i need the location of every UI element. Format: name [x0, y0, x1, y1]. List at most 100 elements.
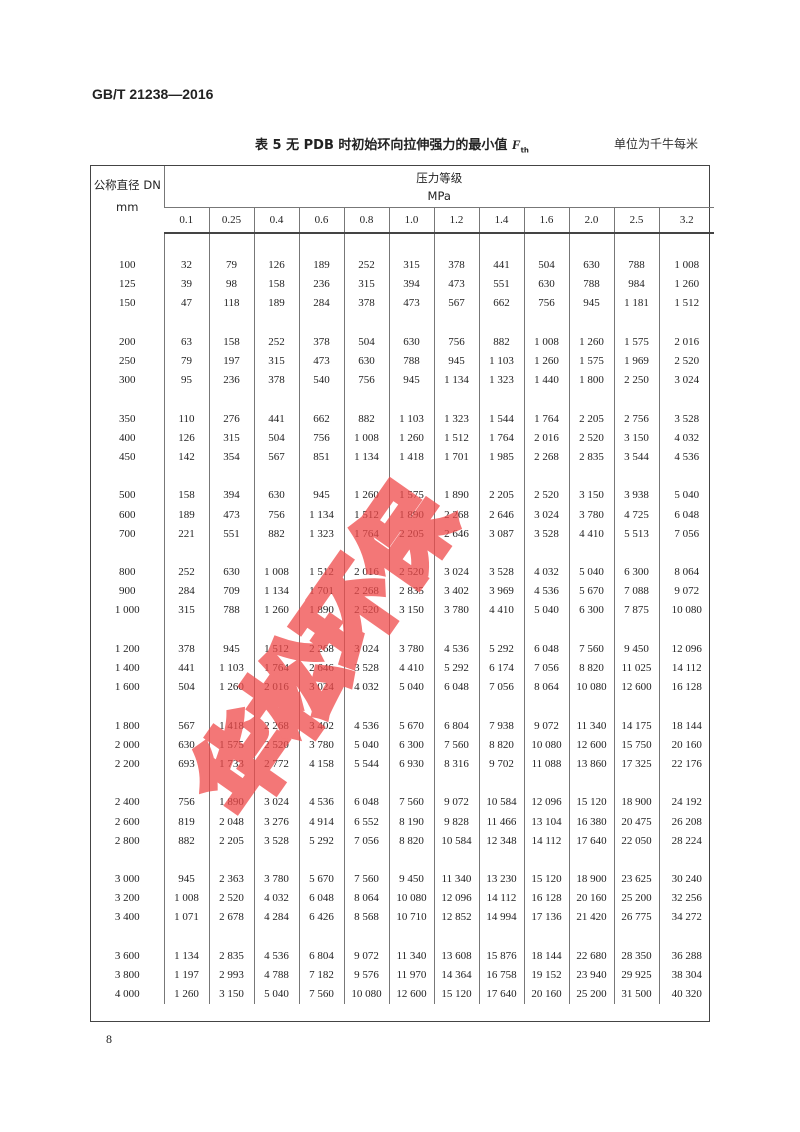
value-cell: 12 600	[613, 678, 659, 698]
value-cell: 5 292	[298, 831, 344, 851]
value-cell: 394	[208, 486, 254, 506]
table-row: 1 400 441 1 103 1 764 2 646 3 528 4 410 5 292 6 …	[91, 658, 714, 679]
value-cell: 9 072	[658, 582, 714, 602]
dn-cell: 2 200	[114, 757, 140, 770]
value-cell: 4 536	[298, 793, 344, 813]
value-cell: 7 056	[658, 524, 714, 544]
value-cell: 11 340	[568, 716, 614, 736]
spacer-cell	[343, 467, 389, 487]
spacer-cell	[568, 774, 614, 794]
value-cell: 22 176	[658, 754, 714, 775]
value-cell: 756	[523, 294, 569, 314]
value-cell: 5 040	[388, 678, 434, 698]
value-cell: 4 032	[253, 889, 299, 909]
value-cell: 2 250	[613, 371, 659, 391]
table-row: 3 400 1 071 2 678 4 284 6 426 8 568 10 710 12 8…	[91, 908, 714, 928]
value-cell: 315	[343, 275, 389, 295]
value-cell: 378	[433, 256, 479, 276]
value-cell: 788	[568, 275, 614, 295]
value-cell: 6 552	[343, 812, 389, 832]
value-cell: 4 410	[478, 601, 524, 621]
value-cell: 38 304	[658, 965, 714, 986]
value-cell: 1 418	[208, 716, 254, 736]
dn-cell: 4 000	[114, 988, 140, 1001]
value-cell: 6 300	[388, 735, 434, 755]
value-cell: 2 835	[208, 946, 254, 966]
table-row: 350 110 276 441 662 882 1 103 1 323 1 544 1 764 2 …	[91, 409, 714, 429]
spacer-cell	[298, 467, 344, 487]
pressure-column-header: 1.6	[523, 207, 569, 234]
pressure-column-header: 1.2	[433, 207, 479, 234]
value-cell: 2 268	[298, 639, 344, 659]
table-row: 2 800 882 2 205 3 528 5 292 7 056 8 820 10 584 1…	[91, 831, 714, 851]
spacer-cell	[163, 927, 209, 947]
dn-cell: 1 000	[114, 604, 140, 617]
table-row: 4 000 1 260 3 150 5 040 7 560 10 080 12 600 15 …	[91, 985, 714, 1005]
dn-cell: 125	[119, 278, 136, 291]
value-cell: 79	[163, 351, 209, 372]
spacer-cell	[208, 390, 254, 410]
value-cell: 9 576	[343, 965, 389, 986]
value-cell: 551	[208, 524, 254, 544]
spacer-cell	[91, 621, 164, 640]
value-cell: 14 112	[658, 658, 714, 679]
table-row: 1 000 315 788 1 260 1 890 2 520 3 150 3 780 4 41…	[91, 601, 714, 621]
spacer-cell	[91, 467, 164, 486]
value-cell: 21 420	[568, 908, 614, 928]
value-cell: 32	[163, 256, 209, 276]
value-cell: 22 680	[568, 946, 614, 966]
value-cell: 95	[163, 371, 209, 391]
spacer-cell	[343, 697, 389, 717]
value-cell: 1 134	[253, 582, 299, 602]
value-cell: 1 890	[208, 793, 254, 813]
value-cell: 1 512	[298, 563, 344, 583]
value-cell: 4 788	[253, 965, 299, 986]
spacer-cell	[433, 927, 479, 947]
value-cell: 10 710	[388, 908, 434, 928]
dn-cell: 2 600	[114, 815, 140, 828]
value-cell: 1 890	[433, 486, 479, 506]
value-cell: 3 402	[433, 582, 479, 602]
spacer-cell	[388, 313, 434, 333]
pressure-column-header: 0.4	[253, 207, 299, 234]
value-cell: 63	[163, 332, 209, 352]
value-cell: 14 175	[613, 716, 659, 736]
table-row: 3 600 1 134 2 835 4 536 6 804 9 072 11 340 13 6…	[91, 946, 714, 966]
pressure-column-header: 0.6	[298, 207, 344, 234]
value-cell: 504	[253, 428, 299, 448]
value-cell: 1 890	[298, 601, 344, 621]
spacer-cell	[91, 544, 164, 563]
caption-symbol: F	[511, 137, 521, 152]
dn-header: 公称直径 DN mm	[91, 166, 164, 233]
spacer-row	[91, 313, 714, 333]
value-cell: 9 702	[478, 754, 524, 775]
value-cell: 1 008	[163, 889, 209, 909]
value-cell: 315	[388, 256, 434, 276]
value-cell: 9 072	[433, 793, 479, 813]
value-cell: 16 128	[658, 678, 714, 698]
value-cell: 4 725	[613, 505, 659, 525]
spacer-cell	[523, 543, 569, 563]
value-cell: 567	[253, 447, 299, 468]
value-cell: 12 096	[658, 639, 714, 659]
spacer-cell	[433, 390, 479, 410]
value-cell: 788	[388, 351, 434, 372]
pressure-column-header: 1.0	[388, 207, 434, 234]
value-cell: 7 560	[433, 735, 479, 755]
spacer-cell	[658, 927, 714, 947]
spacer-cell	[478, 774, 524, 794]
dn-cell: 3 200	[114, 892, 140, 905]
value-cell: 252	[253, 332, 299, 352]
value-cell: 197	[208, 351, 254, 372]
value-cell: 11 970	[388, 965, 434, 986]
dn-cell: 450	[119, 450, 136, 463]
value-cell: 662	[478, 294, 524, 314]
value-cell: 32 256	[658, 889, 714, 909]
spacer-cell	[388, 697, 434, 717]
page-number: 8	[106, 1032, 112, 1046]
spacer-cell	[253, 774, 299, 794]
value-cell: 20 160	[568, 889, 614, 909]
value-cell: 126	[253, 256, 299, 276]
spacer-cell	[91, 233, 164, 256]
spacer-cell	[568, 927, 614, 947]
